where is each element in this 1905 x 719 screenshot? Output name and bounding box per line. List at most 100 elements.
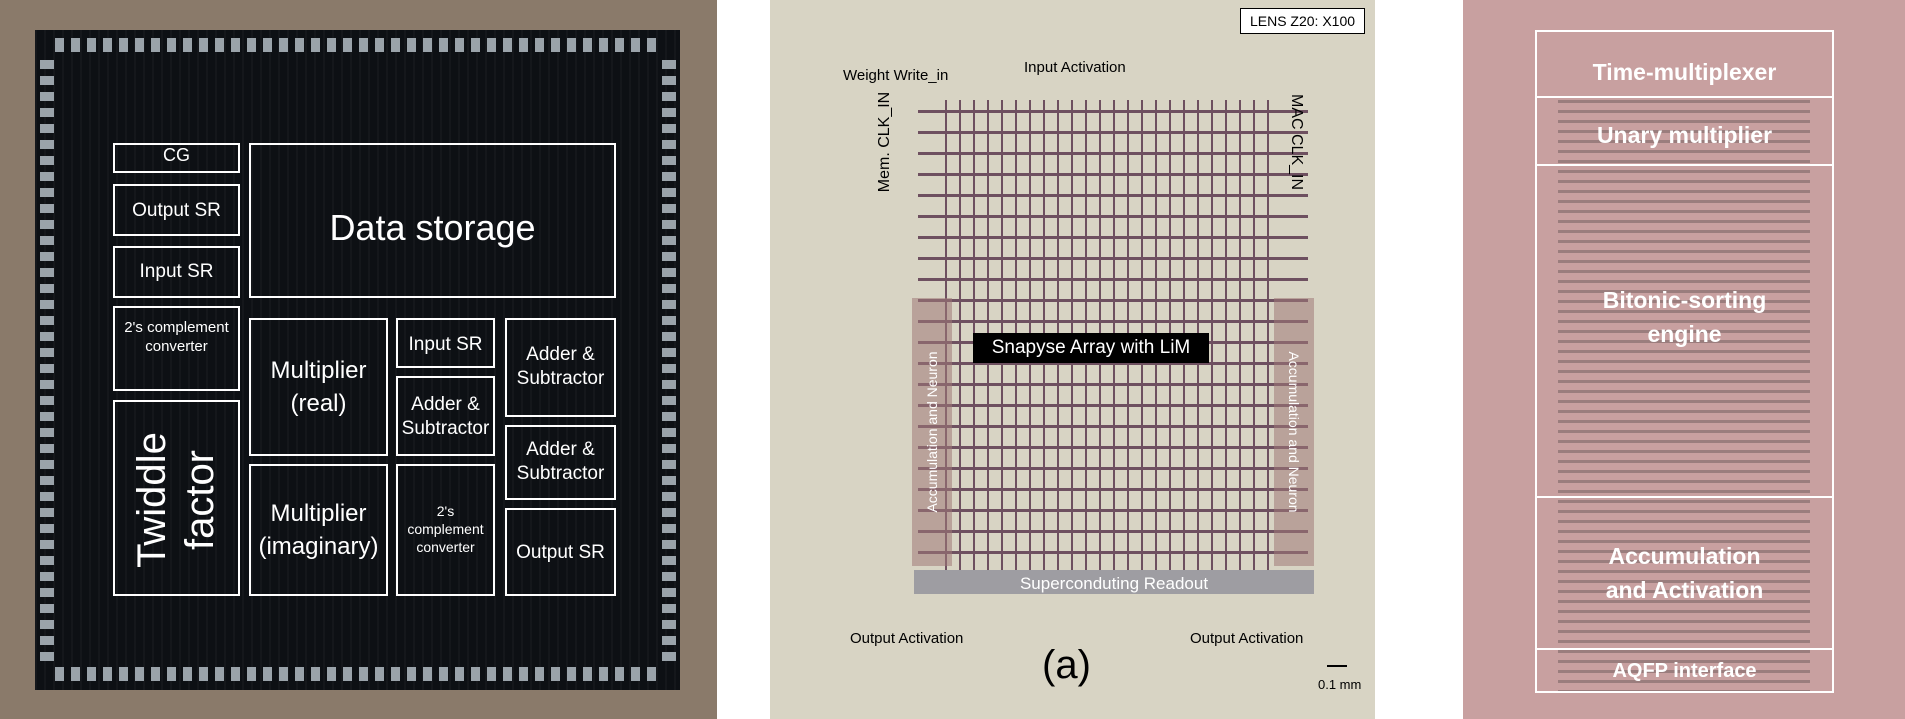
adder-subtractor-mid-label: Adder & Subtractor	[401, 394, 490, 439]
bond-pad	[183, 667, 192, 681]
bond-pad	[662, 156, 676, 165]
accumulation-block	[1535, 496, 1834, 650]
input-sr-left-label: Input SR	[139, 261, 214, 282]
bond-pad	[615, 38, 624, 52]
bond-pad	[71, 38, 80, 52]
multiplier-real-block	[249, 318, 388, 456]
bond-pad	[662, 220, 676, 229]
bond-pad	[662, 636, 676, 645]
bond-pad	[40, 588, 54, 597]
bond-pad	[311, 38, 320, 52]
twos-complement-mid-block	[396, 464, 495, 596]
bond-pad	[40, 556, 54, 565]
circuit-row	[1558, 670, 1810, 673]
bond-pad	[662, 476, 676, 485]
circuit-row	[1558, 400, 1810, 403]
bond-pad	[40, 92, 54, 101]
bond-pad	[647, 38, 656, 52]
bond-pad	[391, 38, 400, 52]
bond-pad	[40, 604, 54, 613]
bond-pad	[487, 667, 496, 681]
bond-pad	[662, 508, 676, 517]
bond-pad	[662, 300, 676, 309]
bond-pad	[662, 204, 676, 213]
bond-pad	[40, 364, 54, 373]
accumulation-label-2: and Activation	[1605, 577, 1764, 603]
lens-box	[1240, 8, 1365, 34]
cg-block	[113, 143, 240, 173]
bond-pad	[519, 667, 528, 681]
bond-pad	[662, 588, 676, 597]
bond-pad	[40, 524, 54, 533]
bond-pad	[662, 188, 676, 197]
grid-line	[1239, 100, 1241, 570]
bond-pad	[583, 38, 592, 52]
circuit-row	[1558, 360, 1810, 363]
bond-pad	[40, 412, 54, 421]
bond-pad	[375, 38, 384, 52]
bond-pad	[247, 667, 256, 681]
circuit-row	[1558, 440, 1810, 443]
multiplier-imaginary-label: Multiplier (imaginary)	[258, 500, 379, 560]
bond-pad	[631, 38, 640, 52]
bond-pad	[135, 38, 144, 52]
bond-pad	[551, 667, 560, 681]
bond-pad	[40, 652, 54, 661]
accumulation-right-strip	[1274, 298, 1314, 566]
bond-pad	[55, 38, 64, 52]
bond-pad	[40, 620, 54, 629]
bond-pad	[662, 172, 676, 181]
bond-pad	[40, 188, 54, 197]
circuit-row	[1558, 450, 1810, 453]
accumulation-label-1: Accumulation	[1608, 543, 1761, 569]
bond-pad	[662, 348, 676, 357]
cg-label: CG	[163, 145, 190, 165]
bond-pad	[375, 667, 384, 681]
circuit-row	[1558, 500, 1810, 503]
bond-pad	[40, 444, 54, 453]
circuit-row	[1558, 160, 1810, 163]
bond-pad	[647, 667, 656, 681]
bond-pad	[40, 508, 54, 517]
circuit-row	[1558, 230, 1810, 233]
bond-pad	[279, 667, 288, 681]
circuit-row	[1558, 560, 1810, 563]
bond-pad	[662, 92, 676, 101]
bond-pad	[167, 38, 176, 52]
circuit-row	[1558, 610, 1810, 613]
circuit-row	[1558, 270, 1810, 273]
bond-pad	[40, 124, 54, 133]
input-sr-mid-label: Input SR	[408, 334, 483, 355]
superconducting-chip-micrograph: LENS Z20: X100 Weight Write_in Input Act…	[770, 0, 1375, 719]
bond-pad	[279, 38, 288, 52]
bond-pad	[263, 667, 272, 681]
circuit-row	[1558, 220, 1810, 223]
circuit-row	[1558, 470, 1810, 473]
mem-clk-in-label: Mem. CLK_IN	[876, 91, 893, 193]
unary-multiplier-label: Unary multiplier	[1596, 122, 1773, 148]
bond-pad	[551, 38, 560, 52]
bond-pad	[40, 396, 54, 405]
scale-bar	[1327, 665, 1347, 667]
bond-pad	[391, 667, 400, 681]
bond-pad	[662, 140, 676, 149]
bond-pad	[40, 284, 54, 293]
bond-pad	[423, 667, 432, 681]
bond-pad	[87, 667, 96, 681]
output-activation-right-label: Output Activation	[1190, 630, 1304, 647]
bond-pad	[247, 38, 256, 52]
circuit-row	[1558, 330, 1810, 333]
circuit-row	[1558, 260, 1810, 263]
bond-pad	[615, 667, 624, 681]
bond-pad	[535, 38, 544, 52]
aqfp-interface-label: AQFP interface	[1612, 660, 1757, 682]
circuit-row	[1558, 110, 1810, 113]
data-storage-block	[249, 143, 616, 298]
bond-pad	[55, 667, 64, 681]
circuit-row	[1558, 280, 1810, 283]
circuit-row	[1558, 320, 1810, 323]
circuit-row	[1558, 380, 1810, 383]
accumulation-right-label: Accumulation and Neuron	[1286, 351, 1302, 513]
readout-strip	[914, 570, 1314, 594]
circuit-row	[1558, 550, 1810, 553]
